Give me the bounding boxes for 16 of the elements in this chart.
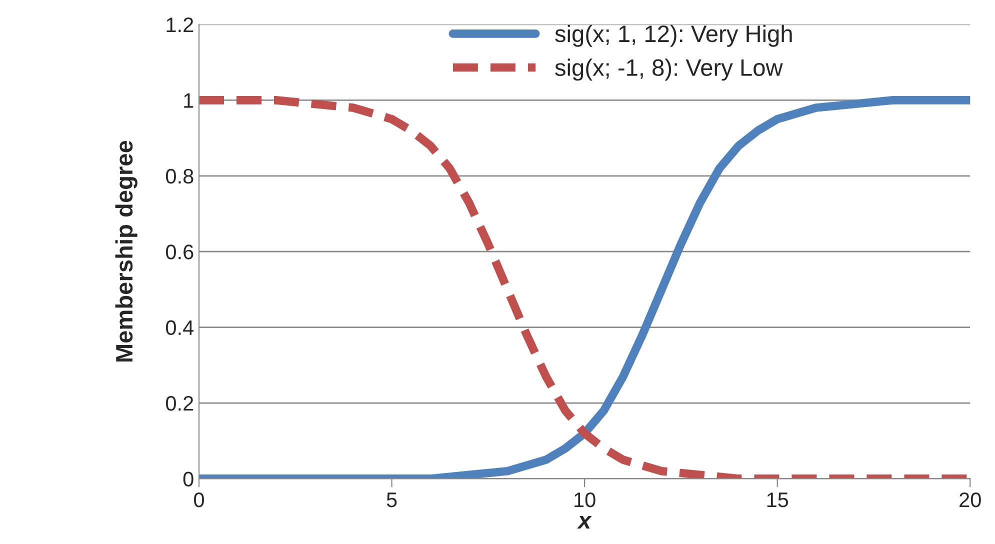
x-tick-label: 20: [960, 492, 981, 508]
x-axis-title: x: [576, 516, 592, 528]
y-tick-label: 0.2: [166, 396, 194, 411]
legend-label: sig(x; -1, 8): Very Low: [555, 58, 783, 81]
x-tick-label: 0: [194, 492, 204, 508]
y-tick-label: 0.4: [166, 320, 194, 336]
y-tick-label: 1.2: [166, 17, 194, 32]
y-tick-label: 0.6: [166, 244, 194, 260]
y-tick-label: 0: [183, 472, 194, 486]
y-tick-label: 0.8: [166, 168, 194, 184]
x-tick-label: 5: [386, 492, 397, 508]
y-tick-label: 1: [184, 93, 194, 108]
x-tick-label: 10: [574, 492, 596, 508]
x-tick-label: 15: [767, 492, 788, 508]
legend-label: sig(x; 1, 12): Very High: [555, 24, 792, 47]
y-axis-title: Membership degree: [115, 140, 138, 362]
